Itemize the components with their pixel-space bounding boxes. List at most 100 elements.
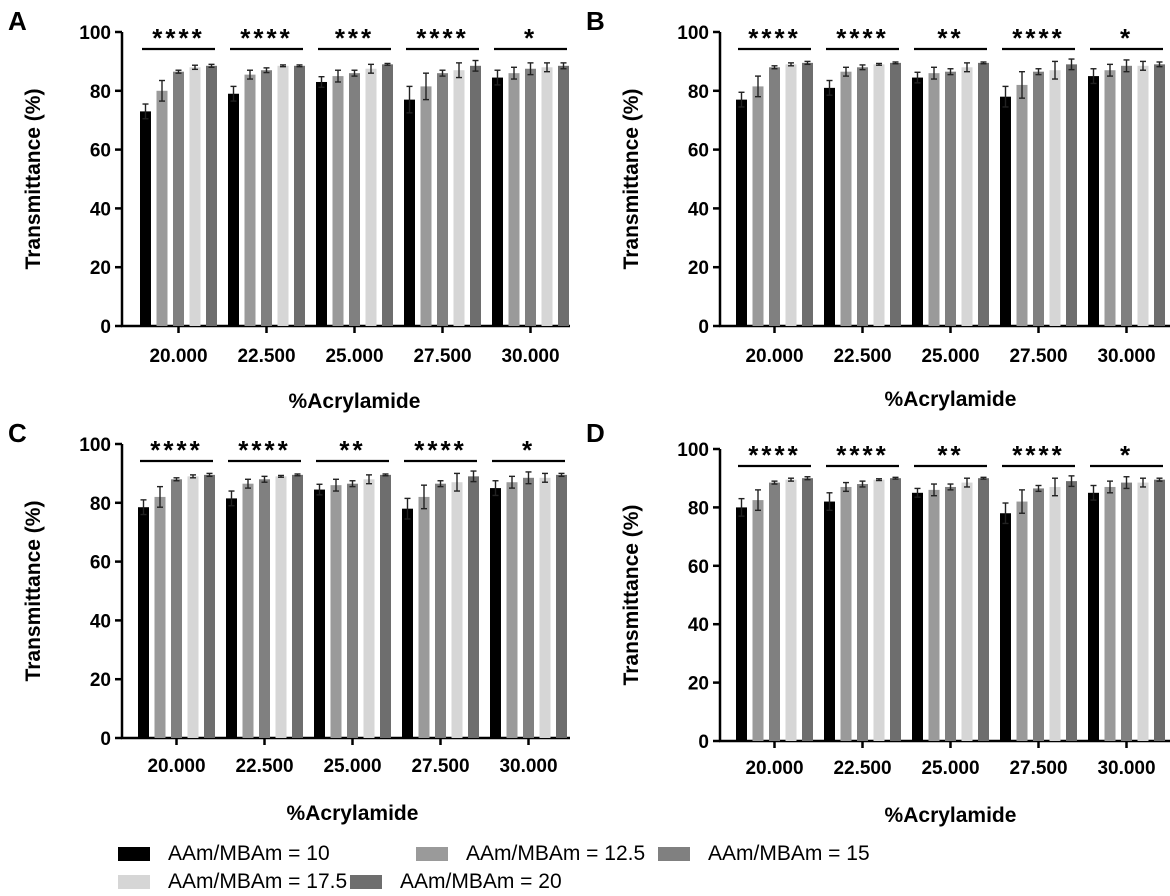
bar xyxy=(912,492,923,741)
bar xyxy=(1033,488,1044,741)
y-tick-label: 60 xyxy=(90,553,111,574)
bar xyxy=(242,483,254,738)
bar xyxy=(275,476,287,738)
significance-stars: **** xyxy=(414,435,466,465)
legend-item: AAm/MBAm = 17.5 xyxy=(118,870,347,894)
legend-label: AAm/MBAm = 10 xyxy=(168,842,330,865)
x-tick-label: 22.500 xyxy=(237,346,295,367)
y-tick-label: 0 xyxy=(698,732,709,753)
bar xyxy=(840,71,852,326)
bar xyxy=(558,65,569,326)
bar xyxy=(171,479,182,738)
bar xyxy=(349,73,360,326)
y-tick-label: 100 xyxy=(677,440,709,461)
x-tick-label: 30.000 xyxy=(499,756,557,777)
x-tick-label: 27.500 xyxy=(413,346,471,367)
bar xyxy=(1088,492,1099,741)
legend-label: AAm/MBAm = 12.5 xyxy=(466,842,646,865)
bar xyxy=(347,483,358,738)
bar xyxy=(330,485,342,738)
panel-letter: B xyxy=(586,6,605,36)
bar xyxy=(824,501,835,741)
bar xyxy=(468,476,479,738)
x-tick-label: 27.500 xyxy=(411,756,469,777)
bar xyxy=(189,67,201,326)
bar xyxy=(228,93,239,327)
significance-stars: **** xyxy=(152,23,204,53)
legend-label: AAm/MBAm = 20 xyxy=(400,870,562,893)
bar xyxy=(912,77,923,326)
y-tick-label: 60 xyxy=(90,141,111,162)
y-tick-label: 20 xyxy=(688,258,709,279)
x-tick-label: 27.500 xyxy=(1009,346,1067,367)
bar xyxy=(508,73,520,326)
bar xyxy=(961,482,973,741)
bar xyxy=(1066,64,1077,326)
y-tick-label: 0 xyxy=(100,729,111,750)
bar xyxy=(294,65,305,326)
x-tick-label: 30.000 xyxy=(1097,346,1155,367)
bar xyxy=(785,479,797,741)
y-tick-label: 60 xyxy=(688,557,709,578)
bar xyxy=(961,67,973,326)
significance-stars: **** xyxy=(1012,440,1064,470)
x-axis-label: %Acrylamide xyxy=(885,388,1017,411)
bar xyxy=(1154,64,1165,326)
bar xyxy=(490,488,501,738)
bar xyxy=(1049,70,1061,326)
bar xyxy=(1137,482,1149,741)
bar xyxy=(945,71,956,326)
bar xyxy=(451,482,463,738)
y-tick-label: 100 xyxy=(79,23,111,44)
x-axis-label: %Acrylamide xyxy=(287,802,419,825)
x-tick-label: 22.500 xyxy=(235,756,293,777)
legend-swatch xyxy=(658,847,690,861)
x-tick-label: 20.000 xyxy=(745,758,803,779)
bar xyxy=(873,479,885,741)
panel-letter: C xyxy=(8,418,27,448)
significance-stars: ** xyxy=(937,440,963,470)
y-tick-label: 40 xyxy=(688,615,709,636)
y-tick-label: 100 xyxy=(677,23,709,44)
y-axis-label: Transmittance (%) xyxy=(620,505,643,686)
bar xyxy=(506,482,518,738)
bar xyxy=(173,71,184,326)
x-tick-label: 20.000 xyxy=(147,756,205,777)
bar xyxy=(206,65,217,326)
bar xyxy=(523,477,534,738)
bar xyxy=(1088,76,1099,326)
legend-swatch xyxy=(416,847,448,861)
significance-stars: **** xyxy=(150,435,202,465)
bar xyxy=(277,65,289,326)
y-tick-label: 20 xyxy=(90,670,111,691)
y-tick-label: 60 xyxy=(688,141,709,162)
y-axis-label: Transmittance (%) xyxy=(22,89,45,270)
x-tick-label: 25.000 xyxy=(325,346,383,367)
bar xyxy=(1121,65,1132,326)
bar xyxy=(261,70,272,326)
x-tick-label: 30.000 xyxy=(501,346,559,367)
bar xyxy=(539,477,551,738)
legend-label: AAm/MBAm = 17.5 xyxy=(168,870,348,893)
bar xyxy=(978,62,989,327)
bar xyxy=(945,486,956,741)
bar xyxy=(402,508,413,738)
bar xyxy=(1154,479,1165,741)
legend-item: AAm/MBAm = 20 xyxy=(350,870,562,894)
bar xyxy=(365,68,377,326)
bar xyxy=(857,484,868,741)
bar xyxy=(556,474,567,738)
legend-item: AAm/MBAm = 12.5 xyxy=(416,842,645,866)
bar xyxy=(1049,486,1061,741)
significance-stars: **** xyxy=(748,440,800,470)
legend-swatch xyxy=(118,875,150,889)
y-tick-label: 0 xyxy=(698,317,709,338)
bar xyxy=(736,507,747,741)
significance-stars: **** xyxy=(238,435,290,465)
bar xyxy=(382,64,393,326)
y-tick-label: 80 xyxy=(688,498,709,519)
bar xyxy=(1016,501,1028,741)
